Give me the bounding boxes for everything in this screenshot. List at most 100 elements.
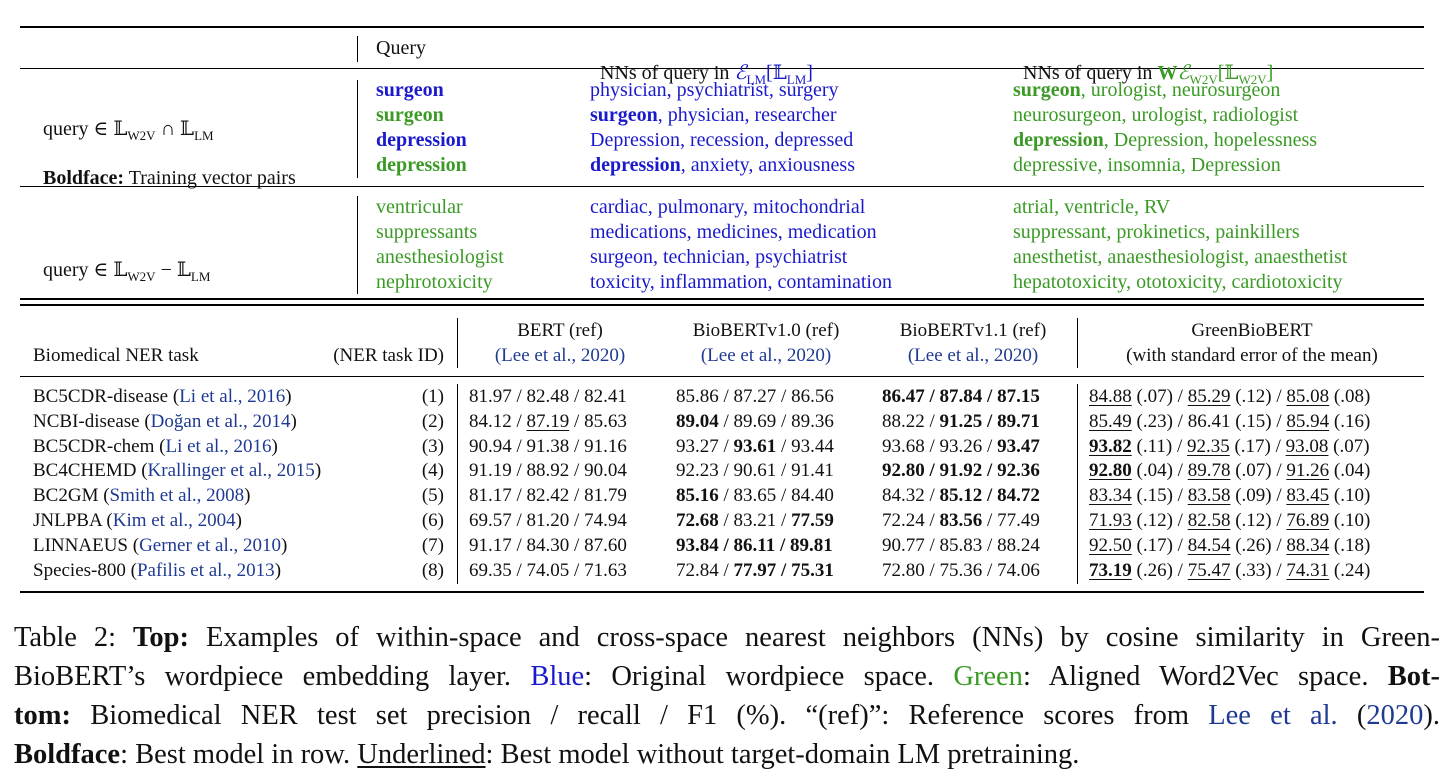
score-segment: 87.19	[526, 410, 570, 432]
score-segment: 85.12	[939, 485, 983, 507]
score-segment: (.07)	[1328, 435, 1370, 457]
score-segment: 88.24	[997, 534, 1040, 556]
group2-label: query ∈ 𝕃W2V − 𝕃LM	[43, 258, 211, 284]
score-segment: 88.34	[1286, 534, 1330, 556]
score-segment: 92.80	[882, 460, 925, 482]
score-segment: 75.36	[939, 559, 983, 581]
g1-w2v-nn-2: neurosurgeon, urologist, radiologist	[1013, 104, 1299, 126]
score-segment: /	[569, 460, 585, 482]
task-name: Species-800 (Pafilis et al., 2013)	[33, 559, 282, 581]
score-segment: /	[924, 386, 940, 407]
g1-query-2: surgeon	[376, 104, 444, 126]
score-segment: /	[924, 435, 940, 457]
score-segment: /	[569, 485, 585, 507]
greenbiobert-scores: 73.19 (.26) / 75.47 (.33) / 74.31 (.24)	[1089, 559, 1370, 584]
bert-header-2: (Lee et al., 2020)	[494, 345, 626, 366]
score-segment: 85.83	[939, 534, 983, 556]
score-segment: 81.79	[584, 485, 627, 507]
bottom-rule	[20, 591, 1424, 593]
score-segment: 88.22	[882, 410, 925, 432]
g1-lm-nn-4: depression, anxiety, anxiousness	[590, 154, 855, 176]
score-segment: 91.17	[469, 534, 512, 556]
citation-link[interactable]: Li et al., 2016	[179, 386, 286, 407]
task-id: (3)	[421, 435, 444, 457]
task-id: (1)	[421, 386, 444, 407]
citation-link[interactable]: Krallinger et al., 2015	[147, 460, 315, 482]
citation-link[interactable]: Pafilis et al., 2013	[136, 559, 275, 581]
header-rule	[20, 68, 1424, 69]
score-segment: 81.97	[469, 386, 512, 407]
citation-link[interactable]: Gerner et al., 2010	[139, 534, 281, 556]
score-segment: /	[924, 460, 940, 482]
score-segment: 89.71	[997, 410, 1040, 432]
score-segment: 92.50	[1089, 534, 1132, 556]
greenbiobert-header-2: (with standard error of the mean)	[1126, 345, 1378, 366]
group-separator-rule	[20, 186, 1424, 187]
score-segment: 93.84	[676, 534, 719, 556]
bottom-header-rule	[20, 376, 1424, 377]
citation-link[interactable]: Smith et al., 2008	[109, 485, 245, 507]
score-segment: /	[511, 386, 527, 407]
score-segment: /	[511, 510, 527, 531]
biobert10-scores: 85.86 / 87.27 / 86.56	[676, 385, 834, 410]
score-segment: /	[569, 559, 585, 581]
biobert10-scores: 92.23 / 90.61 / 91.41	[676, 459, 834, 484]
bottom-divider-green-body	[1077, 384, 1078, 584]
bert-header-1: BERT (ref)	[517, 320, 603, 341]
g2-query-2: suppressants	[376, 221, 478, 243]
bert-scores: 91.17 / 84.30 / 87.60	[469, 534, 627, 559]
score-segment: 75.31	[791, 559, 834, 581]
greenbiobert-scores: 84.88 (.07) / 85.29 (.12) / 85.08 (.08)	[1089, 385, 1370, 410]
g2-lm-nn-1: cardiac, pulmonary, mitochondrial	[590, 196, 866, 218]
citation-link[interactable]: Li et al., 2016	[165, 435, 272, 457]
score-segment: 87.27	[733, 386, 777, 407]
nn-lm-header-math: ℰLM[𝕃LM]	[734, 61, 813, 87]
score-segment: /	[776, 410, 792, 432]
greenbiobert-scores: 85.49 (.23) / 86.41 (.15) / 85.94 (.16)	[1089, 410, 1370, 435]
score-segment: /	[718, 435, 734, 457]
g2-query-4: nephrotoxicity	[376, 271, 493, 293]
score-segment: 85.49	[1089, 410, 1132, 432]
score-segment: /	[982, 460, 998, 482]
score-segment: 89.36	[791, 410, 834, 432]
score-segment: 87.60	[584, 534, 627, 556]
double-rule-bottom	[20, 304, 1424, 306]
bert-scores: 90.94 / 91.38 / 91.16	[469, 435, 627, 460]
score-segment: (.12) /	[1131, 510, 1188, 531]
score-segment: 82.48	[526, 386, 570, 407]
score-segment: 82.58	[1187, 510, 1231, 531]
score-segment: 89.69	[733, 410, 777, 432]
score-segment: /	[569, 386, 585, 407]
top-column-divider-1	[357, 36, 358, 62]
bert-scores: 91.19 / 88.92 / 90.04	[469, 459, 627, 484]
score-segment: /	[569, 510, 585, 531]
score-segment: 87.15	[997, 386, 1040, 407]
score-segment: 73.19	[1089, 559, 1132, 581]
score-segment: (.07) /	[1131, 386, 1188, 407]
score-segment: 89.81	[790, 534, 833, 556]
score-segment: /	[718, 460, 734, 482]
caption-line-3: tom: Biomedical NER test set precision /…	[14, 700, 1440, 731]
score-segment: (.26) /	[1131, 559, 1188, 581]
bottom-divider-task-body	[457, 384, 458, 584]
score-segment: 92.35	[1186, 435, 1230, 457]
biobert11-header-2: (Lee et al., 2020)	[907, 345, 1039, 366]
bottom-divider-green	[1077, 318, 1078, 368]
g2-lm-nn-3: surgeon, technician, psychiatrist	[590, 246, 848, 268]
score-segment: (.17) /	[1131, 534, 1188, 556]
top-column-divider-3	[357, 196, 358, 294]
score-segment: /	[776, 559, 792, 581]
score-segment: 83.58	[1187, 485, 1231, 507]
score-segment: 93.61	[733, 435, 777, 457]
score-segment: /	[924, 485, 940, 507]
g2-w2v-nn-2: suppressant, prokinetics, painkillers	[1013, 221, 1300, 243]
g1-lm-nn-1: physician, psychiatrist, surgery	[590, 79, 839, 101]
task-label: BC5CDR-chem	[33, 435, 155, 457]
biobert11-scores: 92.80 / 91.92 / 92.36	[882, 459, 1040, 484]
score-segment: /	[511, 435, 527, 457]
citation-link[interactable]: Doğan et al., 2014	[150, 410, 291, 432]
task-name: JNLPBA (Kim et al., 2004)	[33, 510, 242, 531]
score-segment: 84.32	[882, 485, 925, 507]
task-header: Biomedical NER task	[33, 345, 199, 366]
citation-link[interactable]: Kim et al., 2004	[112, 510, 236, 531]
